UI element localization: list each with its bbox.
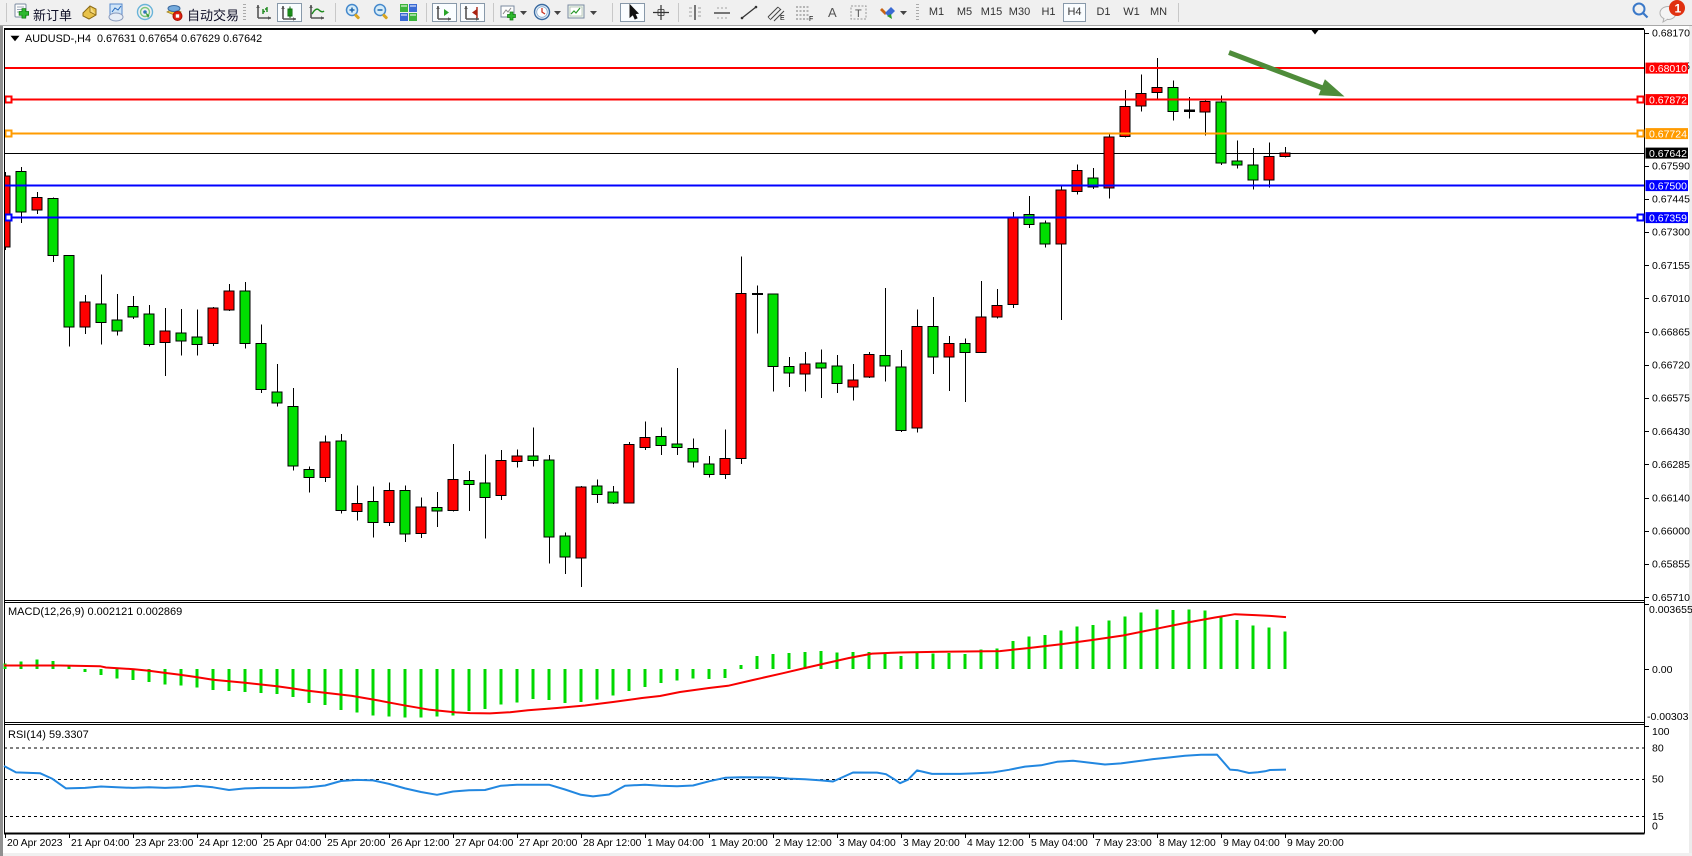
svg-text:0.65710: 0.65710 <box>1652 592 1690 604</box>
svg-text:AUDUSD-,H4 0.67631 0.67654 0.: AUDUSD-,H4 0.67631 0.67654 0.67629 0.676… <box>25 33 262 45</box>
svg-text:0.68170: 0.68170 <box>1652 28 1690 40</box>
svg-text:0.67445: 0.67445 <box>1652 194 1690 206</box>
svg-text:9 May 04:00: 9 May 04:00 <box>1223 838 1280 849</box>
svg-text:8 May 12:00: 8 May 12:00 <box>1159 838 1216 849</box>
svg-text:27 Apr 04:00: 27 Apr 04:00 <box>455 838 514 849</box>
svg-text:0.66430: 0.66430 <box>1652 426 1690 438</box>
svg-text:20 Apr 2023: 20 Apr 2023 <box>7 838 63 849</box>
svg-text:F: F <box>809 16 813 22</box>
svg-text:80: 80 <box>1652 743 1664 755</box>
svg-text:0.66285: 0.66285 <box>1652 459 1690 471</box>
svg-text:0.67590: 0.67590 <box>1652 160 1690 172</box>
svg-text:A: A <box>828 5 837 20</box>
svg-text:26 Apr 12:00: 26 Apr 12:00 <box>391 838 450 849</box>
svg-text:-0.00303: -0.00303 <box>1647 711 1689 723</box>
svg-text:27 Apr 20:00: 27 Apr 20:00 <box>519 838 578 849</box>
svg-text:25 Apr 04:00: 25 Apr 04:00 <box>263 838 322 849</box>
svg-text:7 May 23:00: 7 May 23:00 <box>1095 838 1152 849</box>
svg-text:21 Apr 04:00: 21 Apr 04:00 <box>71 838 130 849</box>
svg-text:5 May 04:00: 5 May 04:00 <box>1031 838 1088 849</box>
svg-text:0.67010: 0.67010 <box>1652 293 1690 305</box>
svg-text:3 May 20:00: 3 May 20:00 <box>903 838 960 849</box>
svg-text:RSI(14) 59.3307: RSI(14) 59.3307 <box>8 729 89 741</box>
svg-text:0.68010: 0.68010 <box>1649 63 1687 75</box>
svg-text:0.66000: 0.66000 <box>1652 526 1690 538</box>
svg-text:3 May 04:00: 3 May 04:00 <box>839 838 896 849</box>
svg-text:2 May 12:00: 2 May 12:00 <box>775 838 832 849</box>
svg-text:0.66140: 0.66140 <box>1652 492 1690 504</box>
svg-text:0.67642: 0.67642 <box>1649 148 1687 160</box>
svg-text:4 May 12:00: 4 May 12:00 <box>967 838 1024 849</box>
svg-text:0.67500: 0.67500 <box>1649 180 1687 192</box>
svg-text:0: 0 <box>1652 821 1658 833</box>
svg-text:24 Apr 12:00: 24 Apr 12:00 <box>199 838 258 849</box>
svg-text:0.65855: 0.65855 <box>1652 559 1690 571</box>
svg-text:28 Apr 12:00: 28 Apr 12:00 <box>583 838 642 849</box>
svg-text:0.66720: 0.66720 <box>1652 360 1690 372</box>
svg-text:100: 100 <box>1652 726 1670 738</box>
svg-text:25 Apr 20:00: 25 Apr 20:00 <box>327 838 386 849</box>
svg-text:MACD(12,26,9) 0.002121 0.00286: MACD(12,26,9) 0.002121 0.002869 <box>8 606 182 618</box>
svg-text:0.67155: 0.67155 <box>1652 260 1690 272</box>
svg-text:9 May 20:00: 9 May 20:00 <box>1287 838 1344 849</box>
svg-text:1: 1 <box>1675 2 1682 16</box>
svg-text:0.67300: 0.67300 <box>1652 227 1690 239</box>
svg-text:15: 15 <box>1652 811 1664 823</box>
svg-text:0.67724: 0.67724 <box>1649 128 1687 140</box>
svg-text:23 Apr 23:00: 23 Apr 23:00 <box>135 838 194 849</box>
svg-text:T: T <box>855 8 862 20</box>
svg-text:0.66575: 0.66575 <box>1652 393 1690 405</box>
svg-text:1 May 20:00: 1 May 20:00 <box>711 838 768 849</box>
svg-text:1 May 04:00: 1 May 04:00 <box>647 838 704 849</box>
svg-text:0.00: 0.00 <box>1652 664 1673 676</box>
svg-text:0.67359: 0.67359 <box>1649 212 1687 224</box>
svg-text:0.67872: 0.67872 <box>1649 94 1687 106</box>
svg-text:50: 50 <box>1652 774 1664 786</box>
svg-text:E: E <box>780 15 785 22</box>
svg-text:0.66865: 0.66865 <box>1652 326 1690 338</box>
svg-text:0.003655: 0.003655 <box>1649 604 1692 616</box>
